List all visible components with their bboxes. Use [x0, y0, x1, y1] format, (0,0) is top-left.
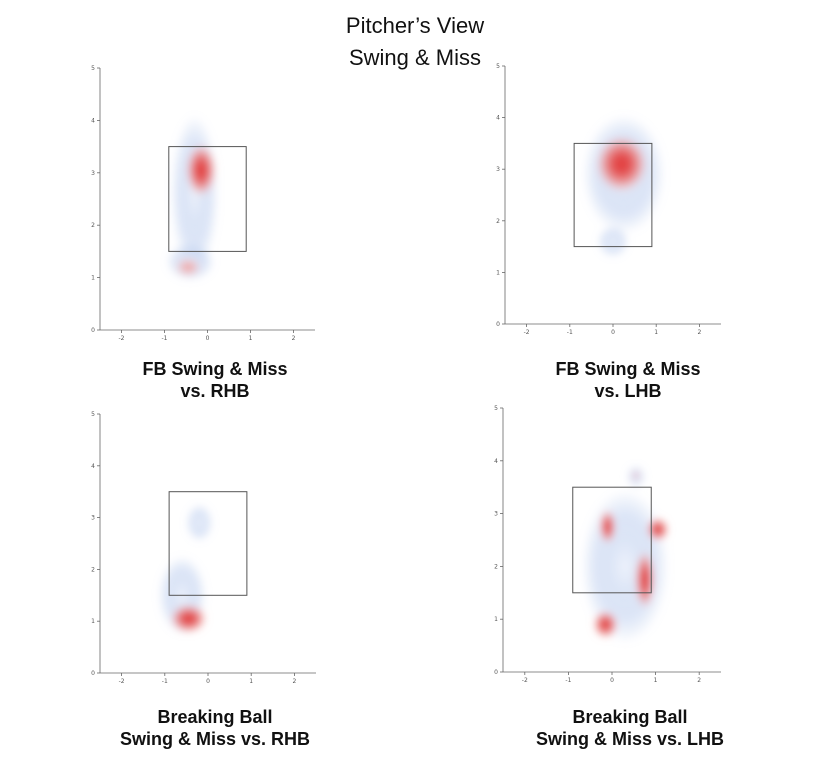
- y-tick-label: 4: [91, 463, 95, 470]
- caption-line1: Breaking Ball: [572, 707, 688, 727]
- strike-zone: [168, 146, 247, 252]
- x-tick-label: -1: [162, 678, 168, 685]
- caption-line1: FB Swing & Miss: [142, 359, 288, 379]
- caption-line2: vs. RHB: [180, 381, 250, 401]
- x-tick-label: 2: [292, 678, 296, 685]
- y-tick-label: 4: [494, 458, 498, 465]
- y-tick-label: 2: [496, 218, 500, 225]
- caption-line1: Breaking Ball: [157, 707, 273, 727]
- x-tick-label: 0: [611, 329, 615, 336]
- y-tick-label: 2: [91, 566, 95, 573]
- density-blob-medium: [175, 257, 202, 277]
- x-tick-label: -1: [567, 329, 573, 336]
- density-blob-high: [170, 604, 207, 634]
- heatmap-plot: -2 -1 0 1 2 0 1 2 3 4 5: [496, 63, 721, 336]
- density-layer: [581, 466, 669, 643]
- y-tick-label: 0: [494, 669, 498, 676]
- y-tick-label: 5: [496, 63, 500, 70]
- heatmap-plot: -2 -1 0 1 2 0 1 2 3 4 5: [494, 405, 721, 684]
- strike-zone: [572, 486, 652, 594]
- page-title-line1: Pitcher’s View: [345, 13, 485, 38]
- strike-zone: [168, 491, 248, 596]
- y-tick-label: 5: [91, 65, 95, 72]
- density-blob-high: [646, 517, 669, 542]
- x-tick-label: -2: [524, 329, 530, 336]
- y-tick-label: 2: [91, 222, 95, 229]
- x-tick-label: 2: [697, 329, 701, 336]
- x-tick-label: -2: [119, 335, 125, 342]
- density-blob-high: [186, 143, 217, 197]
- y-tick-label: 0: [496, 321, 500, 328]
- x-tick-label: 1: [654, 677, 658, 684]
- chart-panel-fb-lhb: -2 -1 0 1 2 0 1 2 3 4 5: [485, 60, 735, 360]
- y-tick-label: 4: [91, 117, 95, 124]
- y-tick-label: 2: [494, 563, 498, 570]
- x-tick-label: -2: [522, 677, 528, 684]
- density-blob-high: [599, 509, 616, 544]
- y-tick-label: 1: [91, 275, 95, 282]
- x-tick-label: -1: [565, 677, 571, 684]
- heatmap-plot: -2 -1 0 1 2 0 1 2 3 4 5: [91, 411, 316, 685]
- y-tick-label: 3: [496, 166, 500, 173]
- density-blob-high: [595, 135, 648, 193]
- page-title-line2: Swing & Miss: [348, 45, 482, 70]
- density-blob-medium: [632, 471, 640, 480]
- caption-line2: vs. LHB: [594, 381, 662, 401]
- density-blob-high: [593, 610, 618, 639]
- x-tick-label: -1: [162, 335, 168, 342]
- caption-line1: FB Swing & Miss: [555, 359, 701, 379]
- y-tick-label: 0: [91, 327, 95, 334]
- chart-panel-bb-lhb: -2 -1 0 1 2 0 1 2 3 4 5: [485, 400, 735, 700]
- x-tick-label: 0: [610, 677, 614, 684]
- y-tick-label: 0: [91, 670, 95, 677]
- x-tick-label: 0: [206, 335, 210, 342]
- chart-caption-bb-rhb: Breaking Ball Swing & Miss vs. RHB: [95, 706, 335, 750]
- x-tick-label: 1: [654, 329, 658, 336]
- caption-line2: Swing & Miss vs. LHB: [535, 729, 725, 749]
- y-tick-label: 3: [91, 515, 95, 522]
- y-tick-label: 3: [91, 170, 95, 177]
- density-blob-low: [186, 504, 213, 541]
- chart-panel-bb-rhb: -2 -1 0 1 2 0 1 2 3 4 5: [80, 405, 330, 705]
- caption-line2: Swing & Miss vs. RHB: [119, 729, 311, 749]
- y-tick-label: 1: [91, 618, 95, 625]
- chart-caption-fb-rhb: FB Swing & Miss vs. RHB: [95, 358, 335, 402]
- density-layer: [158, 504, 213, 635]
- x-tick-label: -2: [119, 678, 125, 685]
- y-tick-label: 4: [496, 115, 500, 122]
- chart-caption-fb-lhb: FB Swing & Miss vs. LHB: [508, 358, 748, 402]
- x-tick-label: 1: [249, 678, 253, 685]
- strike-zone: [573, 142, 653, 248]
- chart-caption-bb-lhb: Breaking Ball Swing & Miss vs. LHB: [510, 706, 750, 750]
- y-tick-label: 5: [91, 411, 95, 418]
- x-tick-label: 0: [206, 678, 210, 685]
- density-layer: [582, 115, 665, 257]
- heatmap-plot: -2 -1 0 1 2 0 1 2 3 4 5: [91, 65, 315, 342]
- x-tick-label: 2: [697, 677, 701, 684]
- y-tick-label: 5: [494, 405, 498, 412]
- x-tick-label: 1: [249, 335, 253, 342]
- y-tick-label: 1: [496, 269, 500, 276]
- density-blob-low: [597, 225, 629, 257]
- density-blob-high: [635, 550, 655, 609]
- x-tick-label: 2: [292, 335, 296, 342]
- density-layer: [166, 115, 219, 281]
- y-tick-label: 3: [494, 511, 498, 518]
- y-tick-label: 1: [494, 616, 498, 623]
- chart-panel-fb-rhb: -2 -1 0 1 2 0 1 2 3 4 5: [80, 60, 330, 360]
